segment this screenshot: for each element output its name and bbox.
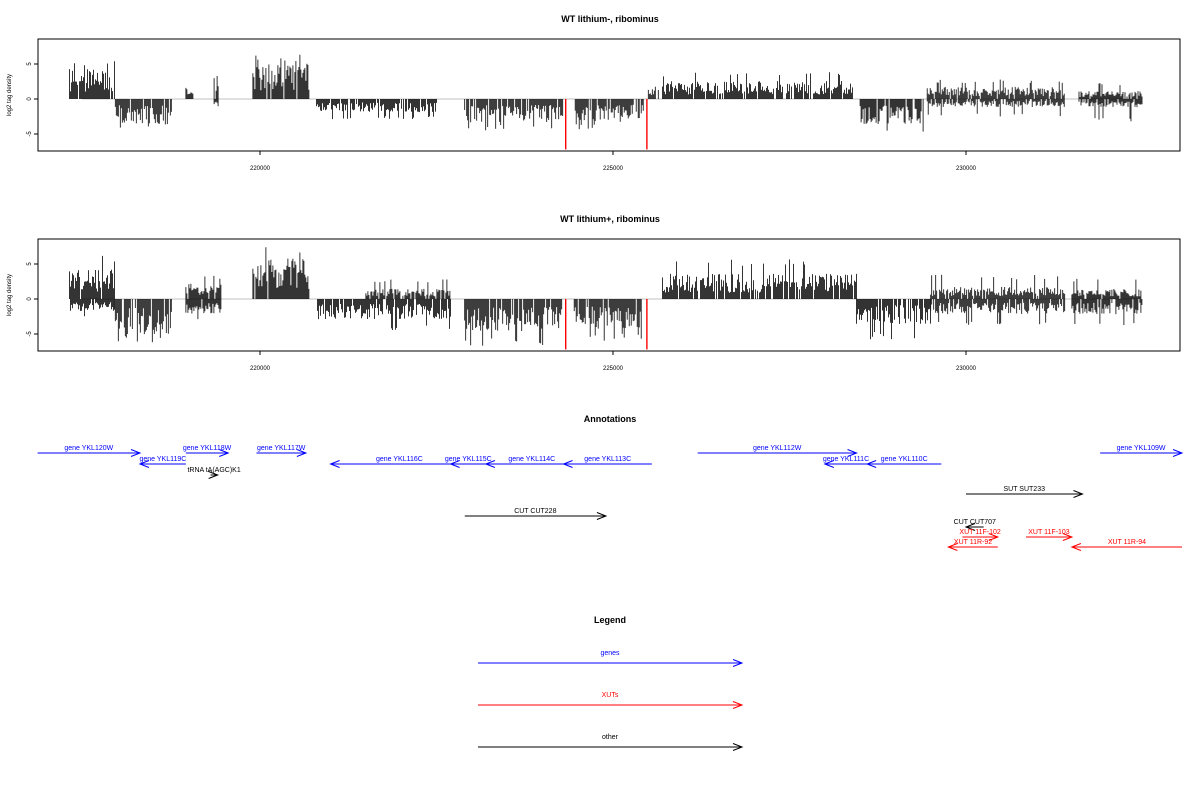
feature-cut-cut228[interactable]: CUT CUT228 (464, 508, 608, 520)
feature-label: CUT CUT707 (954, 519, 996, 526)
feature-gene-ykl115c[interactable]: gene YKL115C (445, 456, 492, 468)
feature-label: XUT 11R-92 (954, 539, 992, 546)
feature-label: gene YKL117W (257, 445, 306, 452)
feature-gene-ykl116c[interactable]: gene YKL116C (329, 456, 469, 468)
panel-2-xtick-230000: 230000 (956, 366, 977, 372)
feature-gene-ykl114c[interactable]: gene YKL114C (484, 456, 578, 468)
panel-1-title: WT lithium-, ribominus (561, 14, 659, 24)
legend-label: genes (600, 650, 620, 657)
legend-item-xuts: XUTs (478, 692, 744, 709)
legend-label: XUTs (602, 692, 619, 699)
feature-label: XUT 11R-94 (1108, 539, 1146, 546)
annotation-track: gene YKL120W gene YKL118W gene YKL117W gene… (37, 445, 1184, 551)
panel-2-ytick-5: 5 (27, 262, 33, 266)
panel-1: WT lithium-, ribominus 5 0 -5 log2 tag d… (7, 14, 1181, 172)
feature-xut-11r-94[interactable]: XUT 11R-94 (1070, 539, 1182, 551)
panel-2-xtick-225000: 225000 (603, 366, 624, 372)
panel-1-ytick-neg5: -5 (27, 131, 33, 137)
feature-label: XUT 11F-103 (1028, 529, 1069, 536)
feature-xut-11r-92[interactable]: XUT 11R-92 (946, 539, 998, 551)
feature-label: gene YKL114C (508, 456, 555, 463)
panel-1-xtick-225000: 225000 (603, 166, 624, 172)
feature-cut-cut707[interactable]: CUT CUT707 (954, 519, 996, 531)
panel-1-xtick-230000: 230000 (956, 166, 977, 172)
feature-label: gene YKL119C (140, 456, 187, 463)
feature-xut-11f-102[interactable]: XUT 11F-102 (959, 529, 1001, 541)
panel-1-x-axis: 220000 225000 230000 (250, 151, 977, 172)
panel-2-bars (69, 247, 1143, 350)
annotations-title: Annotations (584, 414, 637, 424)
legend: genes XUTs other (478, 650, 744, 751)
panel-1-frame (37, 38, 1181, 152)
panel-1-xtick-220000: 220000 (250, 166, 271, 172)
feature-label: CUT CUT228 (514, 508, 556, 515)
feature-xut-11f-103[interactable]: XUT 11F-103 (1026, 529, 1074, 541)
panel-2-ytick-0: 0 (27, 297, 33, 301)
panel-2-y-axis: 5 0 -5 log2 tag density (7, 262, 38, 337)
feature-gene-ykl113c[interactable]: gene YKL113C (562, 456, 652, 468)
panel-1-ytick-5: 5 (27, 62, 33, 66)
feature-label: gene YKL112W (753, 445, 802, 452)
feature-label: gene YKL109W (1117, 445, 1166, 452)
feature-gene-ykl117w[interactable]: gene YKL117W (256, 445, 308, 457)
feature-gene-ykl111c[interactable]: gene YKL111C (823, 456, 869, 468)
panel-2: WT lithium+, ribominus 5 0 -5 log2 tag d… (7, 214, 1181, 372)
panel-2-ytick-neg5: -5 (27, 331, 33, 337)
feature-gene-ykl112w[interactable]: gene YKL112W (697, 445, 858, 457)
feature-label: gene YKL116C (376, 456, 423, 463)
feature-label: gene YKL118W (183, 445, 232, 452)
feature-gene-ykl110c[interactable]: gene YKL110C (865, 456, 942, 468)
panel-2-frame (37, 238, 1181, 352)
legend-label: other (602, 734, 619, 741)
feature-gene-ykl118w[interactable]: gene YKL118W (183, 445, 232, 457)
feature-sut-sut233[interactable]: SUT SUT233 (966, 486, 1084, 498)
panel-2-xtick-220000: 220000 (250, 366, 271, 372)
feature-gene-ykl109w[interactable]: gene YKL109W (1100, 445, 1184, 457)
panel-1-ytick-0: 0 (27, 97, 33, 101)
feature-label: gene YKL120W (64, 445, 113, 452)
panel-2-ylabel: log2 tag density (7, 274, 13, 316)
feature-label: SUT SUT233 (1003, 486, 1045, 493)
feature-label: gene YKL111C (823, 456, 869, 463)
panel-2-x-axis: 220000 225000 230000 (250, 351, 977, 372)
feature-label: gene YKL113C (584, 456, 631, 463)
legend-title: Legend (594, 615, 626, 625)
feature-gene-ykl119c[interactable]: gene YKL119C (138, 456, 187, 468)
feature-label: gene YKL115C (445, 456, 492, 463)
feature-trna-ta-agc-k1[interactable]: tRNA tA(AGC)K1 (187, 467, 241, 479)
feature-label: tRNA tA(AGC)K1 (187, 467, 240, 474)
panel-1-y-axis: 5 0 -5 log2 tag density (7, 62, 38, 137)
feature-label: gene YKL110C (881, 456, 928, 463)
panel-1-ylabel: log2 tag density (7, 74, 13, 116)
feature-label: XUT 11F-102 (959, 529, 1000, 536)
feature-gene-ykl120w[interactable]: gene YKL120W (37, 445, 142, 457)
panel-1-bars (69, 54, 1143, 150)
panel-2-title: WT lithium+, ribominus (560, 214, 660, 224)
legend-item-genes: genes (478, 650, 744, 667)
legend-item-other: other (478, 734, 744, 751)
